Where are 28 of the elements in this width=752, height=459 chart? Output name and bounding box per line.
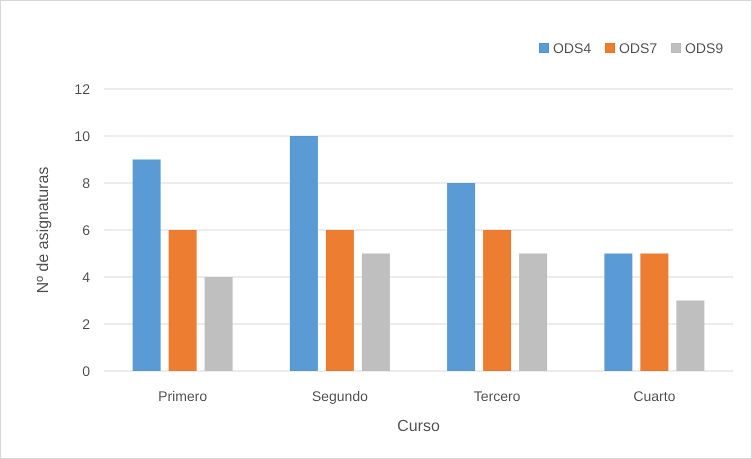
bar: [362, 254, 390, 371]
x-tick-label: Cuarto: [633, 388, 676, 404]
x-axis-title: Curso: [397, 418, 440, 435]
bar: [204, 277, 233, 371]
y-tick-label: 0: [82, 362, 90, 379]
y-axis-title: Nº de asignaturas: [35, 166, 52, 294]
x-tick-label: Tercero: [474, 388, 521, 404]
y-tick-label: 12: [74, 80, 90, 97]
bar: [519, 254, 548, 371]
bar: [290, 136, 318, 371]
x-tick-label: Primero: [158, 388, 208, 404]
bar: [604, 254, 632, 371]
legend-label: ODS7: [619, 40, 658, 56]
y-tick-label: 10: [74, 128, 90, 144]
bar: [447, 183, 476, 371]
bar: [168, 230, 197, 371]
legend-label: ODS4: [553, 40, 592, 56]
bar: [132, 160, 161, 371]
bar: [676, 300, 704, 371]
bar: [483, 230, 512, 371]
x-tick-label: Segundo: [312, 388, 368, 404]
y-tick-label: 8: [82, 174, 90, 191]
legend-label: ODS9: [685, 40, 724, 56]
y-tick-label: 6: [82, 222, 90, 238]
bar: [640, 254, 668, 371]
y-tick-label: 4: [82, 268, 90, 285]
y-tick-label: 2: [82, 316, 90, 332]
bar: [326, 230, 354, 371]
